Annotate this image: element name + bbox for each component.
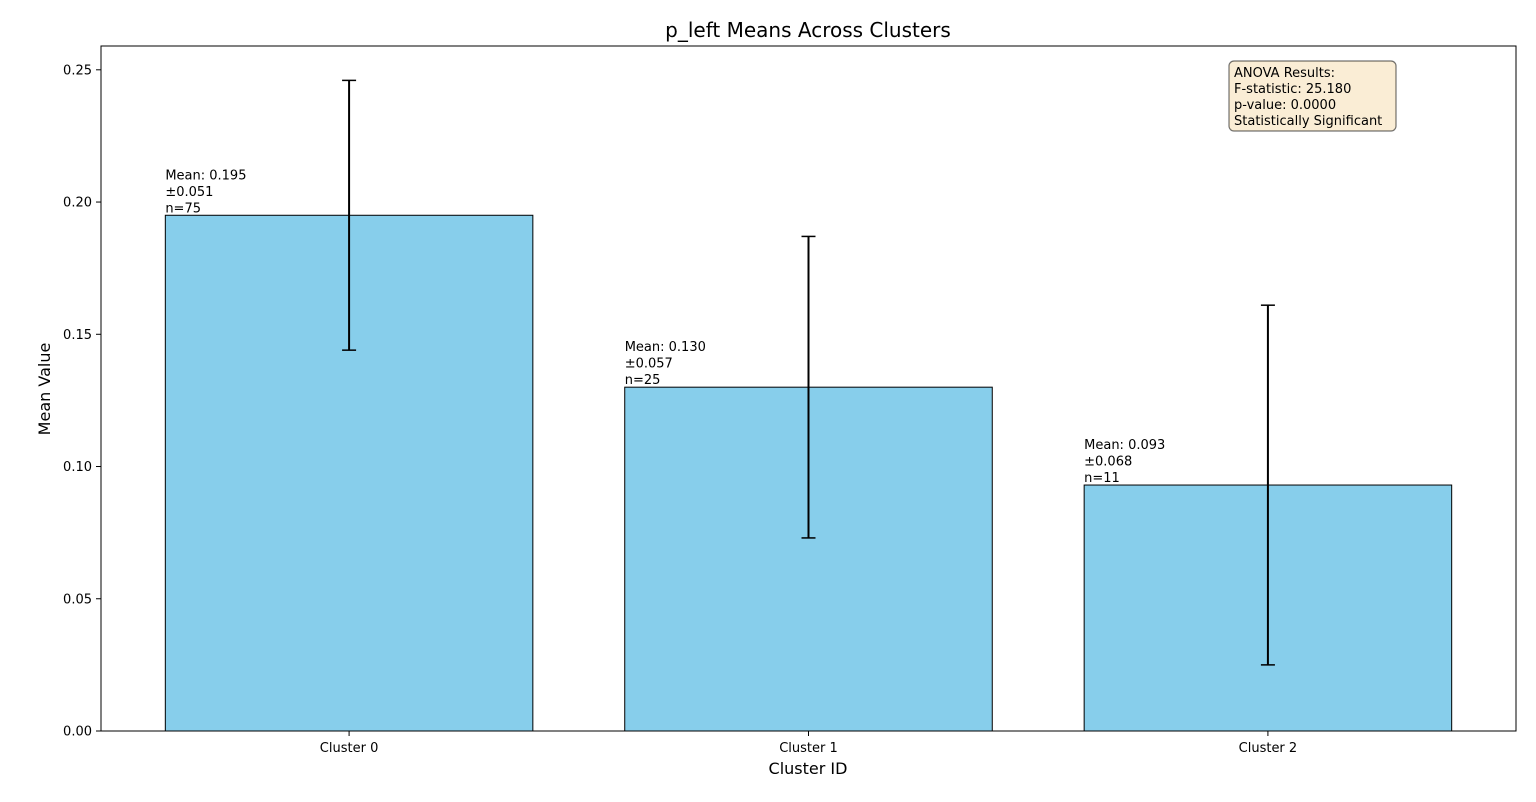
bar-label-line: Mean: 0.093	[1084, 438, 1165, 453]
y-tick-label-3: 0.15	[63, 328, 92, 343]
anova-box	[1228, 60, 1397, 132]
y-tick-label-0: 0.00	[63, 725, 92, 740]
bar-label-2: Mean: 0.093 ±0.068 n=11	[1084, 438, 1165, 486]
anova-line: F-statistic: 25.180	[1234, 82, 1351, 97]
bar-label-line: ±0.057	[625, 357, 673, 372]
bar-label-line: Mean: 0.130	[625, 340, 706, 355]
anova-line: ANOVA Results:	[1234, 66, 1335, 81]
chart-title: p_left Means Across Clusters	[665, 18, 951, 42]
anova-text: ANOVA Results: F-statistic: 25.180 p-value…	[1234, 66, 1382, 129]
bar-label-line: n=25	[625, 373, 661, 388]
y-axis-label: Mean Value	[35, 343, 54, 436]
bar-label-line: ±0.051	[165, 185, 213, 200]
anova-line: Statistically Significant	[1234, 114, 1382, 129]
bar-label-line: Mean: 0.195	[165, 168, 246, 183]
bar-label-line: ±0.068	[1084, 455, 1132, 470]
y-tick-label-1: 0.05	[63, 592, 92, 607]
x-tick-label-0: Cluster 0	[320, 741, 379, 756]
y-tick-label-5: 0.25	[63, 63, 92, 78]
bar-label-0: Mean: 0.195 ±0.051 n=75	[165, 168, 246, 216]
y-tick-label-2: 0.10	[63, 460, 92, 475]
y-tick-label-4: 0.20	[63, 196, 92, 211]
anova-line: p-value: 0.0000	[1234, 98, 1336, 113]
bar-label-line: n=11	[1084, 471, 1120, 486]
bar-label-1: Mean: 0.130 ±0.057 n=25	[625, 340, 706, 388]
x-axis-label: Cluster ID	[769, 759, 848, 778]
bar-label-line: n=75	[165, 201, 201, 216]
x-tick-label-1: Cluster 1	[779, 741, 838, 756]
x-tick-label-2: Cluster 2	[1239, 741, 1298, 756]
